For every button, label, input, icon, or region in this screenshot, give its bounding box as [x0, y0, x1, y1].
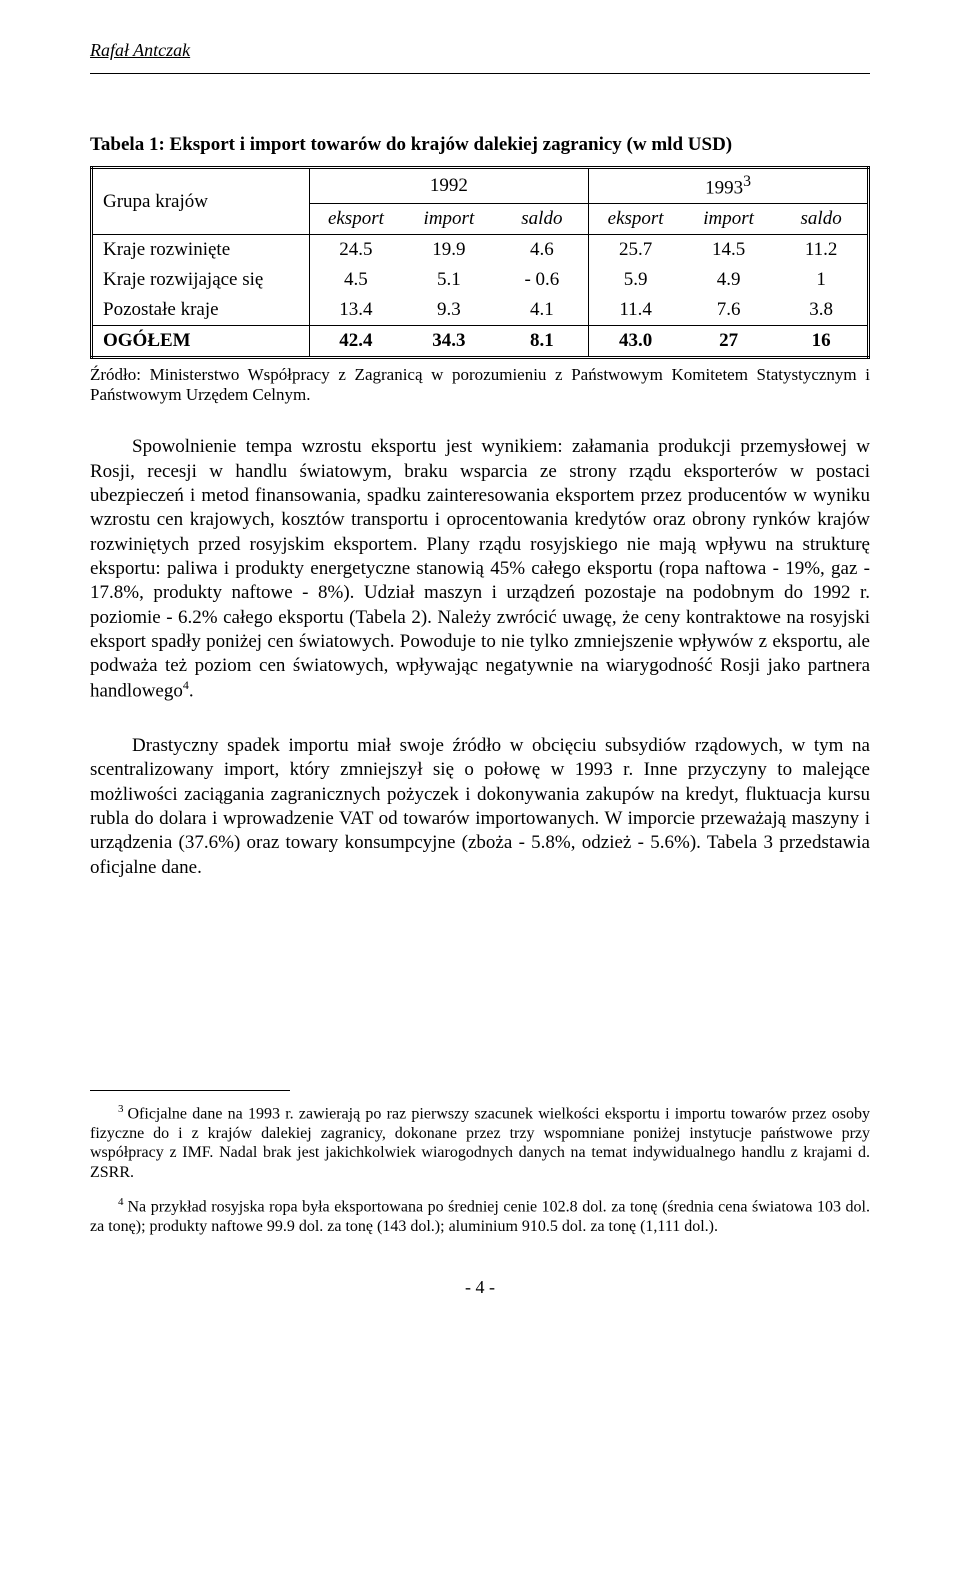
paragraph-1-tail: . [189, 681, 194, 702]
data-table: Grupa krajów 1992 19933 eksport import s… [90, 166, 870, 359]
subheader: eksport [589, 204, 682, 235]
cell: - 0.6 [496, 265, 589, 295]
row-label: Pozostałe kraje [92, 295, 310, 326]
row-label: Kraje rozwijające się [92, 265, 310, 295]
cell: 11.2 [775, 235, 868, 266]
table-row-total: OGÓŁEM 42.4 34.3 8.1 43.0 27 16 [92, 326, 869, 358]
cell: 19.9 [402, 235, 495, 266]
subheader: import [402, 204, 495, 235]
subheader: saldo [775, 204, 868, 235]
cell: 4.1 [496, 295, 589, 326]
subheader: saldo [496, 204, 589, 235]
year2-text: 1993 [705, 177, 743, 198]
footnote-3: 3Oficjalne dane na 1993 r. zawierają po … [90, 1103, 870, 1182]
table-row: Kraje rozwijające się 4.5 5.1 - 0.6 5.9 … [92, 265, 869, 295]
cell: 34.3 [402, 326, 495, 358]
paragraph-1: Spowolnienie tempa wzrostu eksportu jest… [90, 435, 870, 704]
table-title: Tabela 1: Eksport i import towarów do kr… [90, 134, 870, 156]
cell: 8.1 [496, 326, 589, 358]
page: Rafał Antczak Tabela 1: Eksport i import… [0, 0, 960, 1595]
cell: 25.7 [589, 235, 682, 266]
header-year-1: 1992 [309, 168, 589, 204]
footnote-separator [90, 1090, 290, 1091]
cell: 3.8 [775, 295, 868, 326]
paragraph-2: Drastyczny spadek importu miał swoje źró… [90, 734, 870, 880]
cell: 13.4 [309, 295, 402, 326]
cell: 14.5 [682, 235, 775, 266]
cell: 16 [775, 326, 868, 358]
cell: 43.0 [589, 326, 682, 358]
cell: 5.1 [402, 265, 495, 295]
footnote-4: 4Na przykład rosyjska ropa była eksporto… [90, 1196, 870, 1236]
cell: 27 [682, 326, 775, 358]
subheader: import [682, 204, 775, 235]
header-group-label: Grupa krajów [92, 168, 310, 235]
cell: 24.5 [309, 235, 402, 266]
footnote-text: Na przykład rosyjska ropa była eksportow… [90, 1199, 870, 1236]
author-header: Rafał Antczak [90, 40, 870, 61]
cell: 42.4 [309, 326, 402, 358]
cell: 11.4 [589, 295, 682, 326]
cell: 4.6 [496, 235, 589, 266]
page-number: - 4 - [90, 1277, 870, 1298]
header-year-2: 19933 [589, 168, 869, 204]
cell: 4.9 [682, 265, 775, 295]
footnote-number: 4 [118, 1196, 124, 1208]
cell: 4.5 [309, 265, 402, 295]
cell: 7.6 [682, 295, 775, 326]
row-label: OGÓŁEM [92, 326, 310, 358]
paragraph-1-text: Spowolnienie tempa wzrostu eksportu jest… [90, 436, 870, 701]
table-row: Pozostałe kraje 13.4 9.3 4.1 11.4 7.6 3.… [92, 295, 869, 326]
table-source: Źródło: Ministerstwo Współpracy z Zagran… [90, 365, 870, 405]
footnote-text: Oficjalne dane na 1993 r. zawierają po r… [90, 1105, 870, 1181]
table-row: Kraje rozwinięte 24.5 19.9 4.6 25.7 14.5… [92, 235, 869, 266]
year2-sup: 3 [743, 173, 751, 190]
cell: 1 [775, 265, 868, 295]
cell: 5.9 [589, 265, 682, 295]
header-rule [90, 73, 870, 74]
row-label: Kraje rozwinięte [92, 235, 310, 266]
table-header-row-1: Grupa krajów 1992 19933 [92, 168, 869, 204]
cell: 9.3 [402, 295, 495, 326]
footnote-number: 3 [118, 1103, 124, 1115]
subheader: eksport [309, 204, 402, 235]
